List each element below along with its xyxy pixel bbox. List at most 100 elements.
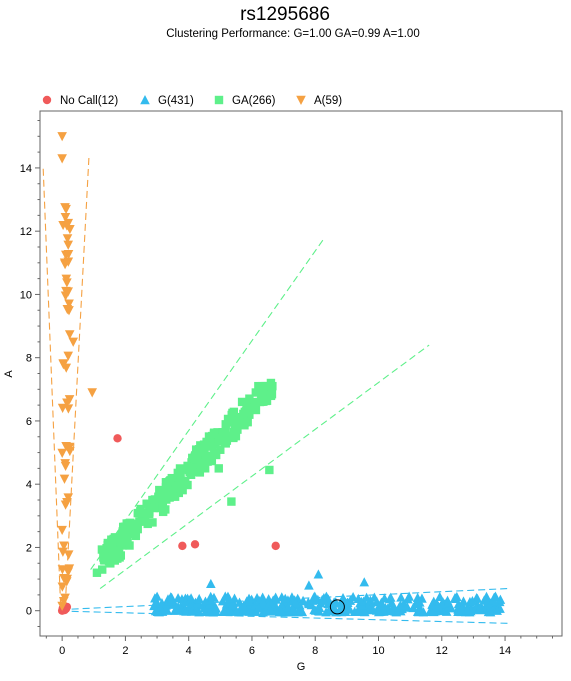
point-4-29 [63, 240, 74, 250]
legend-marker-3 [214, 95, 224, 105]
point-3-217 [266, 391, 276, 401]
point-2-417 [368, 604, 378, 614]
point-2-413 [456, 603, 467, 614]
point-3-207 [210, 448, 219, 457]
point-3-197 [158, 487, 167, 497]
point-4-51 [63, 250, 74, 260]
y-tick-label-0: 0 [26, 606, 32, 618]
point-3-209 [246, 403, 255, 412]
point-4-34 [60, 260, 70, 270]
point-3-188 [135, 517, 144, 526]
point-1-1 [178, 541, 187, 551]
point-1-3 [271, 541, 280, 551]
legend-label-2: G(431) [158, 95, 194, 107]
point-3-171 [188, 453, 197, 463]
point-3-132 [168, 486, 177, 496]
point-3-160 [228, 431, 237, 441]
point-3-157 [148, 495, 157, 505]
axis-ticks: 0 2 4 6 8 10 12 14 0 2 4 6 8 10 12 14 [20, 119, 554, 657]
point-2-263 [228, 599, 238, 610]
point-3-218 [107, 554, 117, 563]
point-2-395 [160, 605, 171, 615]
point-4-11 [60, 213, 71, 223]
point-2-382 [298, 595, 308, 605]
point-2-411 [288, 604, 298, 615]
point-3-225 [126, 525, 135, 534]
point-3-121 [165, 492, 175, 501]
point-3-244 [196, 460, 206, 469]
x-tick-label-4: 4 [186, 645, 192, 657]
point-3-248 [234, 412, 243, 422]
point-4-48 [60, 461, 71, 472]
point-2-396 [413, 599, 424, 609]
boundary-line-2-2 [42, 167, 62, 605]
point-3-182 [148, 518, 157, 527]
point-2-427 [474, 604, 485, 614]
x-tick-label-10: 10 [372, 645, 384, 657]
point-2-185 [472, 593, 483, 603]
point-2-292 [418, 607, 429, 617]
point-2-279 [376, 597, 387, 607]
point-2-394 [280, 593, 291, 603]
point-3-249 [251, 388, 261, 397]
point-2-419 [353, 606, 364, 616]
point-2-390 [307, 595, 318, 605]
point-2-412 [276, 607, 287, 617]
point-3-263 [227, 497, 236, 506]
point-3-258 [100, 552, 109, 561]
point-3-264 [265, 465, 274, 475]
point-2-402 [314, 602, 325, 613]
point-2-236 [348, 592, 358, 602]
point-3-256 [233, 419, 242, 429]
highlight-ring [329, 599, 345, 615]
point-2-294 [342, 597, 353, 607]
point-2-428 [462, 605, 472, 615]
point-2-337 [194, 593, 205, 604]
point-2-401 [205, 591, 216, 601]
point-2-249 [244, 606, 255, 616]
series-3 [92, 378, 277, 577]
point-2-316 [244, 596, 254, 606]
point-3-261 [266, 378, 276, 388]
point-3-220 [101, 547, 111, 557]
legend-marker-1 [42, 95, 52, 105]
point-2-410 [395, 600, 406, 610]
point-3-222 [109, 534, 118, 544]
boundary-line-3-2 [71, 610, 509, 624]
point-2-381 [185, 600, 196, 611]
point-2-307 [385, 592, 396, 602]
boundary-line-1-1 [90, 237, 326, 570]
point-2-397 [319, 595, 329, 605]
point-3-131 [218, 428, 227, 437]
point-4-10 [59, 474, 70, 484]
legend: No Call(12) G(431) GA(266) A(59) [42, 95, 342, 107]
point-2-406 [166, 596, 177, 606]
point-3-230 [192, 463, 201, 472]
point-4-31 [60, 291, 71, 301]
x-axis-label: G [297, 661, 306, 673]
point-3-215 [222, 436, 232, 445]
x-tick-label-8: 8 [312, 645, 318, 657]
point-4-54 [87, 388, 97, 398]
point-4-42 [58, 360, 69, 370]
point-2-424 [313, 569, 324, 579]
point-2-404 [309, 604, 320, 615]
point-3-210 [257, 395, 267, 404]
point-3-175 [142, 499, 151, 508]
point-2-135 [412, 592, 423, 602]
x-tick-label-12: 12 [436, 645, 448, 657]
legend-label-1: No Call(12) [60, 95, 118, 107]
point-2-364 [490, 591, 501, 601]
point-2-305 [442, 597, 453, 607]
point-3-29 [98, 565, 107, 574]
point-3-255 [173, 481, 182, 491]
point-3-219 [166, 476, 175, 485]
point-2-16 [396, 592, 406, 602]
point-3-259 [92, 568, 102, 577]
legend-marker-2 [140, 95, 150, 105]
point-2-291 [467, 596, 478, 606]
point-3-185 [159, 494, 169, 503]
point-2-368 [229, 593, 240, 603]
point-3-234 [191, 445, 201, 454]
point-4-45 [65, 224, 75, 235]
